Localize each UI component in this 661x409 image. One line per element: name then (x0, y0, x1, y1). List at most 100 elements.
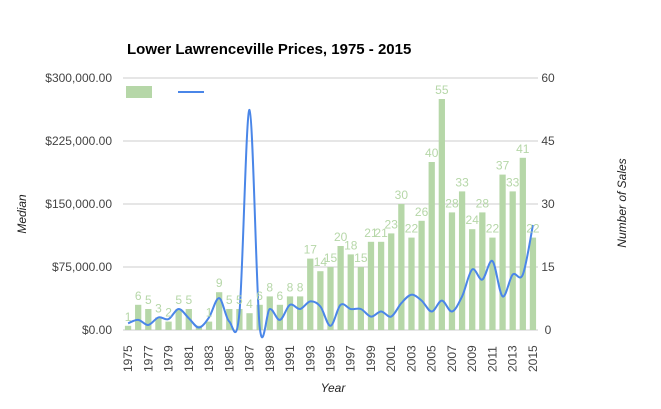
y-tick-label-left: $75,000.00 (52, 260, 112, 274)
gridlines (123, 77, 538, 331)
bar-2001 (388, 233, 395, 330)
bar-2004 (418, 220, 425, 330)
data-label-1996: 20 (334, 230, 348, 244)
data-label-1993: 17 (304, 243, 318, 257)
y-tick-label-right: 60 (541, 71, 555, 85)
x-tick-label: 1987 (243, 345, 257, 372)
y-axis-title-left: Median (15, 194, 29, 234)
bar-1999 (367, 241, 375, 330)
data-label-1997: 18 (344, 238, 358, 252)
data-label-1987: 4 (246, 297, 253, 311)
x-tick-label: 1989 (263, 345, 277, 372)
x-tick-label: 2003 (404, 345, 418, 372)
bar-2010 (479, 212, 486, 330)
bar-2007 (448, 212, 456, 330)
data-label-2010: 28 (476, 196, 490, 210)
legend-swatch-number-of-sales (126, 86, 152, 98)
bar-1994 (317, 271, 324, 330)
bar-1984 (216, 292, 223, 330)
data-label-1988: 6 (256, 289, 263, 303)
x-tick-label: 2007 (445, 345, 459, 372)
bar-2005 (428, 162, 435, 330)
data-label-1991: 8 (287, 280, 294, 294)
bar-2012 (499, 174, 506, 330)
bar-1977 (145, 309, 152, 330)
data-label-1980: 5 (175, 293, 182, 307)
x-tick-label: 1995 (324, 345, 338, 372)
bar-1997 (347, 254, 354, 330)
bar-2013 (509, 191, 516, 330)
y-tick-label-right: 0 (545, 323, 552, 337)
data-label-1998: 15 (354, 251, 368, 265)
bar-1989 (266, 296, 273, 330)
data-label-1983: 1 (206, 306, 213, 320)
bar-1987 (246, 313, 253, 330)
bar-1992 (296, 296, 304, 330)
bar-1996 (337, 246, 344, 330)
data-label-1986: 5 (236, 293, 243, 307)
bar-1978 (155, 317, 162, 330)
data-label-2002: 30 (395, 188, 409, 202)
bar-2006 (438, 99, 445, 330)
x-tick-label: 1997 (344, 345, 358, 372)
data-label-1999: 21 (364, 226, 378, 240)
axes: $0.00 0$75,000.00 15$150,000.00 30$225,000.… (45, 71, 555, 372)
data-label-1990: 6 (277, 289, 284, 303)
data-label-2001: 23 (385, 217, 399, 231)
data-label-2011: 22 (486, 222, 500, 236)
bar-2000 (377, 241, 385, 330)
bar-1991 (286, 296, 294, 330)
x-tick-label: 1979 (162, 345, 176, 372)
x-tick-label: 1983 (202, 345, 216, 372)
data-label-2005: 40 (425, 146, 439, 160)
data-label-1985: 5 (226, 293, 233, 307)
data-label-2000: 21 (374, 226, 388, 240)
bar-2003 (408, 237, 415, 330)
data-label-1975: 1 (125, 310, 132, 324)
x-tick-label: 1975 (121, 345, 135, 372)
x-tick-label: 2015 (526, 345, 540, 372)
x-axis-title: Year (321, 381, 347, 395)
data-label-2006: 55 (435, 83, 449, 97)
data-label-2007: 28 (445, 196, 459, 210)
data-label-1989: 8 (266, 280, 273, 294)
data-label-1976: 6 (135, 289, 142, 303)
bar-2011 (489, 237, 496, 330)
bar-1990 (276, 304, 284, 330)
chart-title: Lower Lawrenceville Prices, 1975 - 2015 (127, 41, 411, 58)
data-label-1981: 5 (185, 293, 192, 307)
data-label-2003: 22 (405, 222, 419, 236)
x-tick-label: 1985 (222, 345, 236, 372)
y-tick-label-right: 15 (541, 260, 555, 274)
data-label-1995: 15 (324, 251, 338, 265)
y-axis-title-right: Number of Sales (615, 158, 629, 247)
y-tick-label-right: 45 (541, 134, 555, 148)
data-label-2012: 37 (496, 159, 510, 173)
x-tick-label: 1993 (303, 345, 317, 372)
x-tick-label: 1991 (283, 345, 297, 372)
data-label-2004: 26 (415, 205, 429, 219)
bar-1985 (226, 309, 233, 330)
legend (126, 86, 204, 98)
x-tick-label: 2011 (485, 346, 499, 372)
line-median (127, 108, 534, 339)
x-tick-label: 2001 (384, 345, 398, 372)
lines (127, 108, 534, 339)
x-tick-label: 2005 (425, 345, 439, 372)
bars (124, 99, 537, 330)
data-label-2009: 24 (466, 213, 480, 227)
bar-2015 (529, 237, 537, 330)
y-tick-label-left: $300,000.00 (45, 71, 112, 85)
x-tick-label: 1999 (364, 345, 378, 372)
bar-2002 (398, 204, 405, 330)
bar-1975 (124, 325, 132, 330)
data-label-1992: 8 (297, 280, 304, 294)
data-label-1977: 5 (145, 293, 152, 307)
bar-2009 (469, 229, 476, 330)
bar-1983 (205, 321, 213, 330)
y-tick-label-right: 30 (541, 197, 555, 211)
y-tick-label-left: $150,000.00 (45, 197, 112, 211)
bar-1980 (175, 309, 182, 330)
x-tick-label: 1977 (141, 345, 155, 372)
